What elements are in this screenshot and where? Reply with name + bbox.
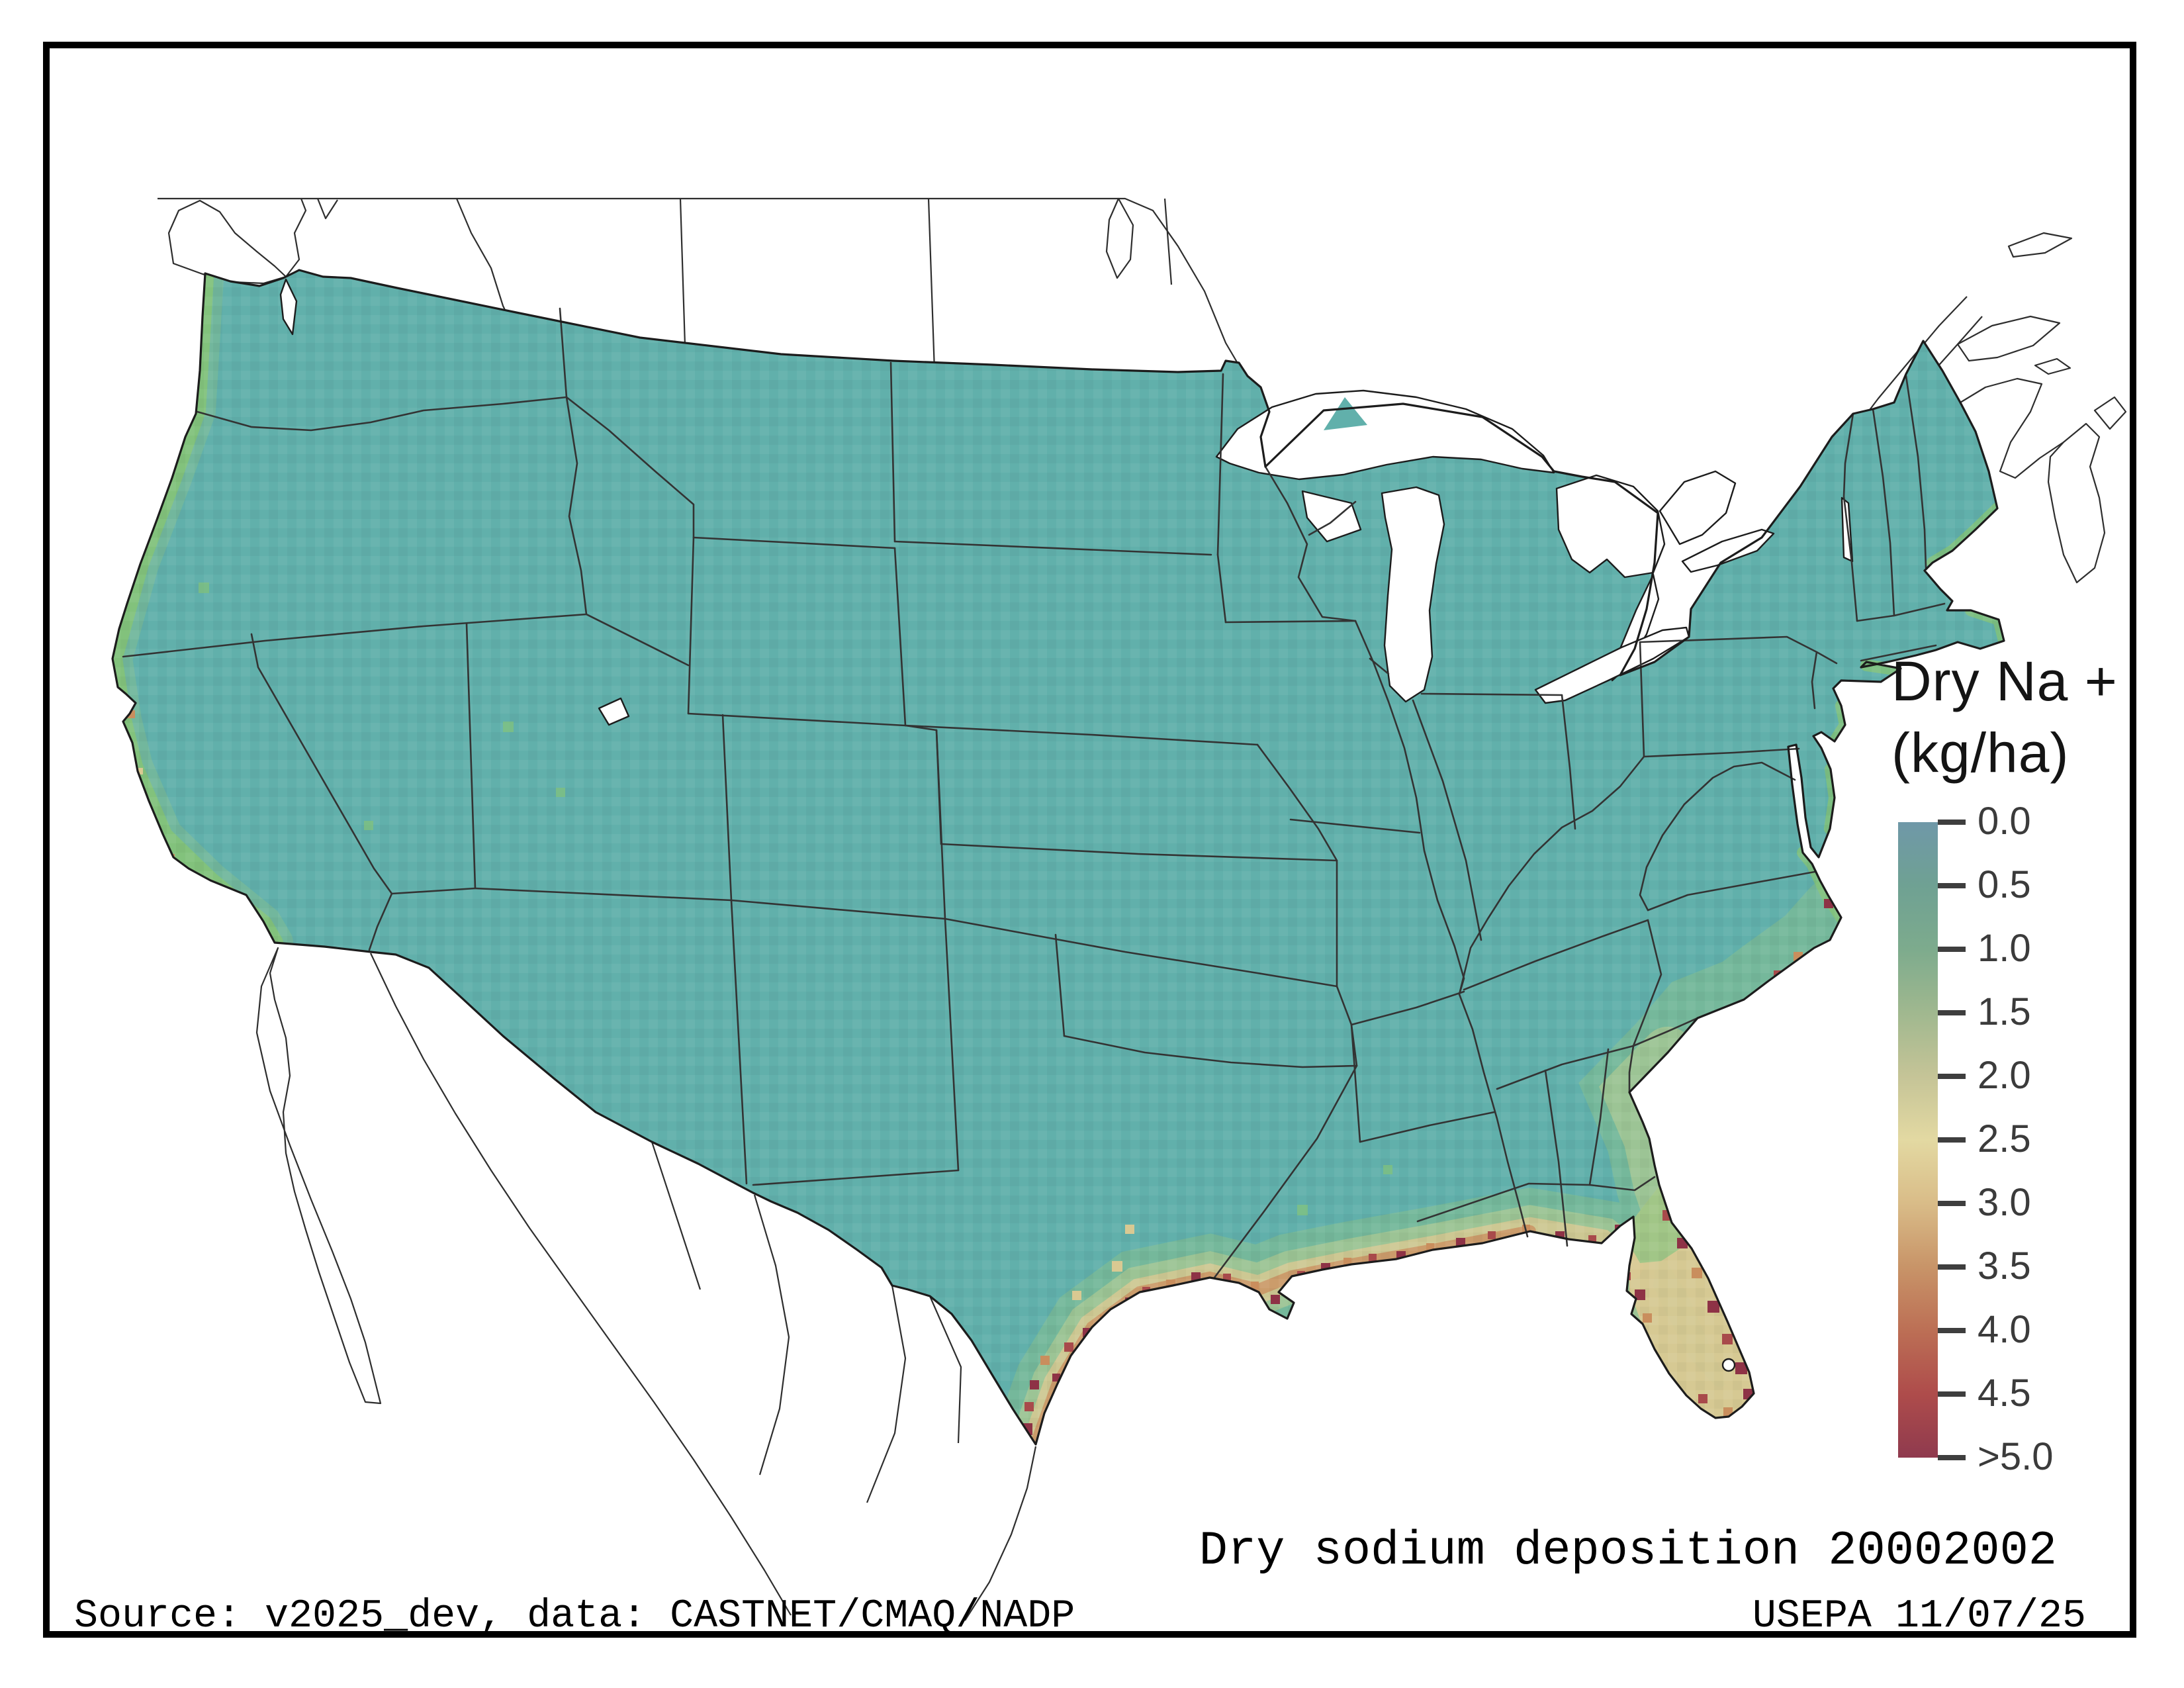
- legend-tick-label: >5.0: [1978, 1435, 2054, 1479]
- legend-tick-mark: [1938, 1391, 1966, 1397]
- legend-tick-label: 2.5: [1978, 1117, 2031, 1161]
- legend-tick-label: 0.5: [1978, 863, 2031, 907]
- lake-huron: [1555, 474, 1666, 579]
- manitoba-ontario-border: [1163, 198, 1173, 285]
- legend-title-line2: (kg/ha): [1891, 722, 2070, 784]
- mexico-gulf-coast: [964, 1446, 1037, 1621]
- legend-tick-label: 4.0: [1978, 1308, 2031, 1352]
- legend-tick-label: 3.0: [1978, 1181, 2031, 1225]
- mexico-state-line-3: [651, 1141, 702, 1290]
- legend-tick-label: 4.5: [1978, 1372, 2031, 1415]
- legend-tick-label: 0.0: [1978, 800, 2031, 843]
- lake-superior: [1215, 389, 1555, 481]
- legend-tick-mark: [1938, 1074, 1966, 1079]
- green-bay: [1301, 490, 1362, 543]
- bc-coast: [285, 198, 338, 277]
- legend-tick-mark: [1938, 1010, 1966, 1015]
- nova-scotia: [2047, 422, 2106, 584]
- legend-tick-mark: [1938, 1328, 1966, 1333]
- legend-tick-mark: [1938, 883, 1966, 888]
- legend-tick-label: 1.0: [1978, 927, 2031, 970]
- mexico-state-line-1: [753, 1194, 790, 1476]
- baja-california: [255, 947, 382, 1405]
- gulf-of-california-coast: [370, 953, 792, 1616]
- prince-edward-island: [2034, 357, 2071, 375]
- legend-tick-label: 1.5: [1978, 990, 2031, 1034]
- mexico-state-line-4: [929, 1295, 962, 1444]
- us-coast-outline: [111, 269, 2005, 1446]
- lake-okeechobee: [1721, 1358, 1736, 1372]
- legend-tick-list: 0.0 0.5 1.0 1.5 2.0 2.5 3.0 3.5 4.0 4.5 >5.0: [1938, 800, 2110, 1478]
- legend-tick-mark: [1938, 1264, 1966, 1270]
- georgian-bay: [1659, 470, 1737, 545]
- new-brunswick-coast: [1960, 377, 2064, 479]
- legend-tick-mark: [1938, 820, 1966, 825]
- map-title-caption: Dry sodium deposition 20002002: [1199, 1524, 2057, 1578]
- great-salt-lake: [598, 697, 630, 726]
- us-canada-border-line: [158, 197, 1240, 366]
- inland-water: [279, 278, 1854, 1372]
- cape-breton-island: [2093, 396, 2127, 430]
- alberta-saskatchewan-border: [679, 198, 686, 346]
- legend-tick-mark: [1938, 1137, 1966, 1143]
- legend-title: Dry Na + (kg/ha): [1891, 645, 2118, 788]
- legend-colorbar: [1898, 822, 1938, 1458]
- state-borders: [122, 307, 1946, 1279]
- legend-tick-label: 3.5: [1978, 1244, 2031, 1288]
- inland-light-cells: [199, 583, 1392, 1300]
- lake-ontario: [1681, 528, 1775, 573]
- saskatchewan-manitoba-border: [927, 198, 936, 371]
- mexico-borders: [255, 947, 1037, 1621]
- gaspe-peninsula: [1956, 315, 2061, 362]
- legend-tick-label: 2.0: [1978, 1054, 2031, 1098]
- lake-winnipeg: [1105, 197, 1134, 279]
- legend-title-line1: Dry Na +: [1891, 650, 2118, 712]
- legend-tick-mark: [1938, 1201, 1966, 1206]
- anticosti-island: [2007, 232, 2073, 258]
- legend-tick-mark: [1938, 1455, 1966, 1460]
- lake-michigan: [1381, 486, 1445, 703]
- plot-frame-border: [43, 42, 2136, 1638]
- puget-sound: [279, 278, 298, 336]
- mexico-state-line-2: [866, 1285, 907, 1503]
- keweenaw-peninsula: [1324, 397, 1367, 430]
- legend-tick-mark: [1938, 947, 1966, 952]
